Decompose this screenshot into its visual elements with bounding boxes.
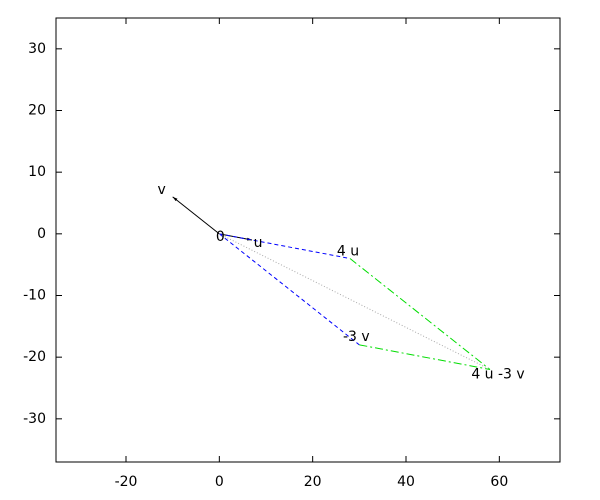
- vector-line: [219, 233, 360, 346]
- vector-line: [219, 233, 351, 259]
- x-tick-label: 0: [215, 474, 224, 490]
- plot-frame: [55, 17, 561, 463]
- point-label: -3 v: [343, 329, 370, 345]
- vector-line: [349, 258, 491, 370]
- y-tick-label: 30: [28, 41, 46, 57]
- point-label: 0: [216, 229, 225, 245]
- x-tick-label: 20: [304, 474, 322, 490]
- x-tick-label: 60: [490, 474, 508, 490]
- point-label: 4 u -3 v: [471, 367, 524, 383]
- vector-line: [359, 344, 491, 370]
- y-tick-label: 20: [28, 103, 46, 119]
- vector-line: [219, 233, 491, 370]
- x-tick-label: 40: [397, 474, 415, 490]
- y-tick-label: -10: [23, 288, 46, 304]
- vector-arrow: [172, 196, 220, 235]
- point-label: u: [254, 235, 263, 251]
- point-label: v: [158, 182, 166, 198]
- x-tick-label: -20: [115, 474, 138, 490]
- y-tick-label: -30: [23, 411, 46, 427]
- point-label: 4 u: [337, 244, 359, 260]
- y-tick-label: -20: [23, 349, 46, 365]
- y-tick-label: 0: [37, 226, 46, 242]
- y-tick-label: 10: [28, 164, 46, 180]
